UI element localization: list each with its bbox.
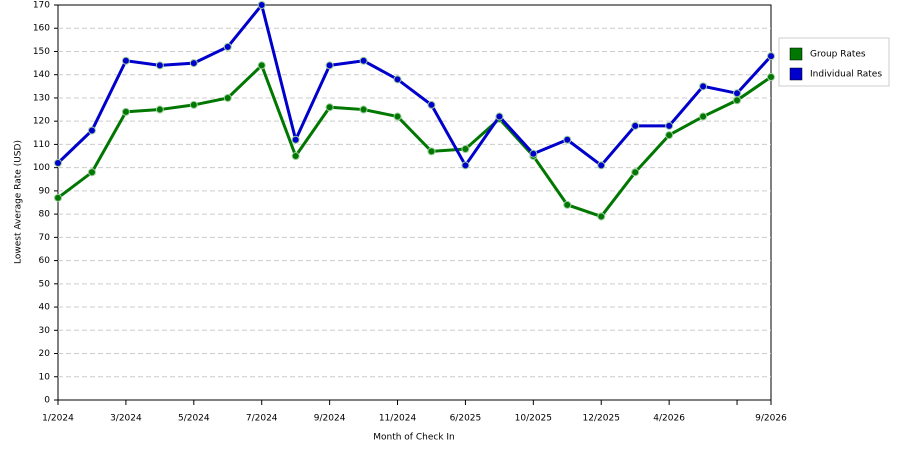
legend-label: Individual Rates — [810, 70, 882, 80]
data-point — [529, 149, 538, 158]
x-tick-label: 9/2024 — [314, 414, 346, 424]
plot-area — [57, 4, 772, 401]
series-line — [56, 1, 773, 169]
data-point — [257, 61, 266, 70]
y-tick-label: 70 — [39, 233, 51, 243]
data-point — [189, 59, 198, 68]
data-point — [597, 212, 606, 221]
x-tick-label: 3/2024 — [110, 414, 142, 424]
data-point — [767, 52, 775, 61]
data-point — [223, 42, 232, 51]
data-point — [87, 126, 96, 135]
y-tick-label: 80 — [39, 210, 51, 220]
data-point — [325, 61, 334, 70]
data-point — [665, 121, 674, 130]
y-tick-label: 160 — [33, 24, 50, 34]
x-tick-label: 5/2024 — [178, 414, 210, 424]
legend-label: Group Rates — [810, 50, 866, 60]
data-point — [291, 135, 300, 144]
data-point — [733, 89, 742, 98]
data-point — [291, 152, 300, 161]
y-tick-label: 130 — [33, 93, 50, 103]
y-tick-label: 90 — [39, 186, 51, 196]
x-tick-label: 4/2026 — [653, 414, 685, 424]
data-point — [563, 135, 572, 144]
data-point — [189, 100, 198, 109]
x-tick-label: 1/2024 — [42, 414, 74, 424]
data-point — [733, 96, 742, 105]
data-point — [359, 56, 368, 65]
y-tick-label: 0 — [44, 396, 50, 406]
data-point — [597, 161, 606, 170]
x-axis-label: Month of Check In — [373, 433, 455, 443]
data-point — [665, 131, 674, 140]
y-tick-label: 150 — [33, 47, 50, 57]
data-point — [699, 112, 708, 121]
data-point — [87, 168, 96, 177]
legend-swatch — [789, 67, 803, 81]
data-point — [699, 82, 708, 91]
data-point — [563, 200, 572, 209]
legend-swatch — [789, 47, 803, 61]
x-tick-label: 10/2025 — [515, 414, 552, 424]
data-point — [359, 105, 368, 114]
data-point — [393, 112, 402, 121]
data-point — [495, 112, 504, 121]
y-tick-label: 60 — [39, 256, 51, 266]
data-point — [631, 121, 640, 130]
y-tick-label: 110 — [33, 140, 50, 150]
x-tick-label: 11/2024 — [379, 414, 417, 424]
x-tick-label: 9/2026 — [755, 414, 787, 424]
data-point — [257, 1, 266, 9]
data-point — [121, 107, 130, 116]
y-tick-label: 40 — [39, 303, 51, 313]
y-tick-label: 170 — [33, 1, 50, 11]
data-point — [427, 147, 436, 156]
data-point — [155, 61, 164, 70]
y-axis-label: Lowest Average Rate (USD) — [14, 140, 24, 264]
x-tick-label: 7/2024 — [246, 414, 278, 424]
data-point — [631, 168, 640, 177]
x-tick-label: 12/2025 — [583, 414, 620, 424]
data-point — [54, 193, 62, 202]
y-tick-label: 120 — [33, 117, 50, 127]
data-point — [54, 159, 62, 167]
y-tick-label: 30 — [39, 326, 51, 336]
y-tick-label: 100 — [33, 163, 50, 173]
data-point — [767, 73, 775, 82]
data-point — [393, 75, 402, 84]
x-tick-label: 6/2025 — [450, 414, 482, 424]
y-tick-label: 10 — [39, 372, 51, 382]
y-tick-label: 140 — [33, 70, 50, 80]
data-point — [461, 145, 470, 154]
data-point — [325, 103, 334, 112]
y-tick-label: 20 — [39, 349, 51, 359]
data-point — [155, 105, 164, 114]
y-tick-label: 50 — [39, 279, 51, 289]
data-point — [427, 100, 436, 109]
data-point — [461, 161, 470, 170]
data-point — [121, 56, 130, 65]
data-point — [223, 93, 232, 102]
series-line — [57, 62, 772, 219]
